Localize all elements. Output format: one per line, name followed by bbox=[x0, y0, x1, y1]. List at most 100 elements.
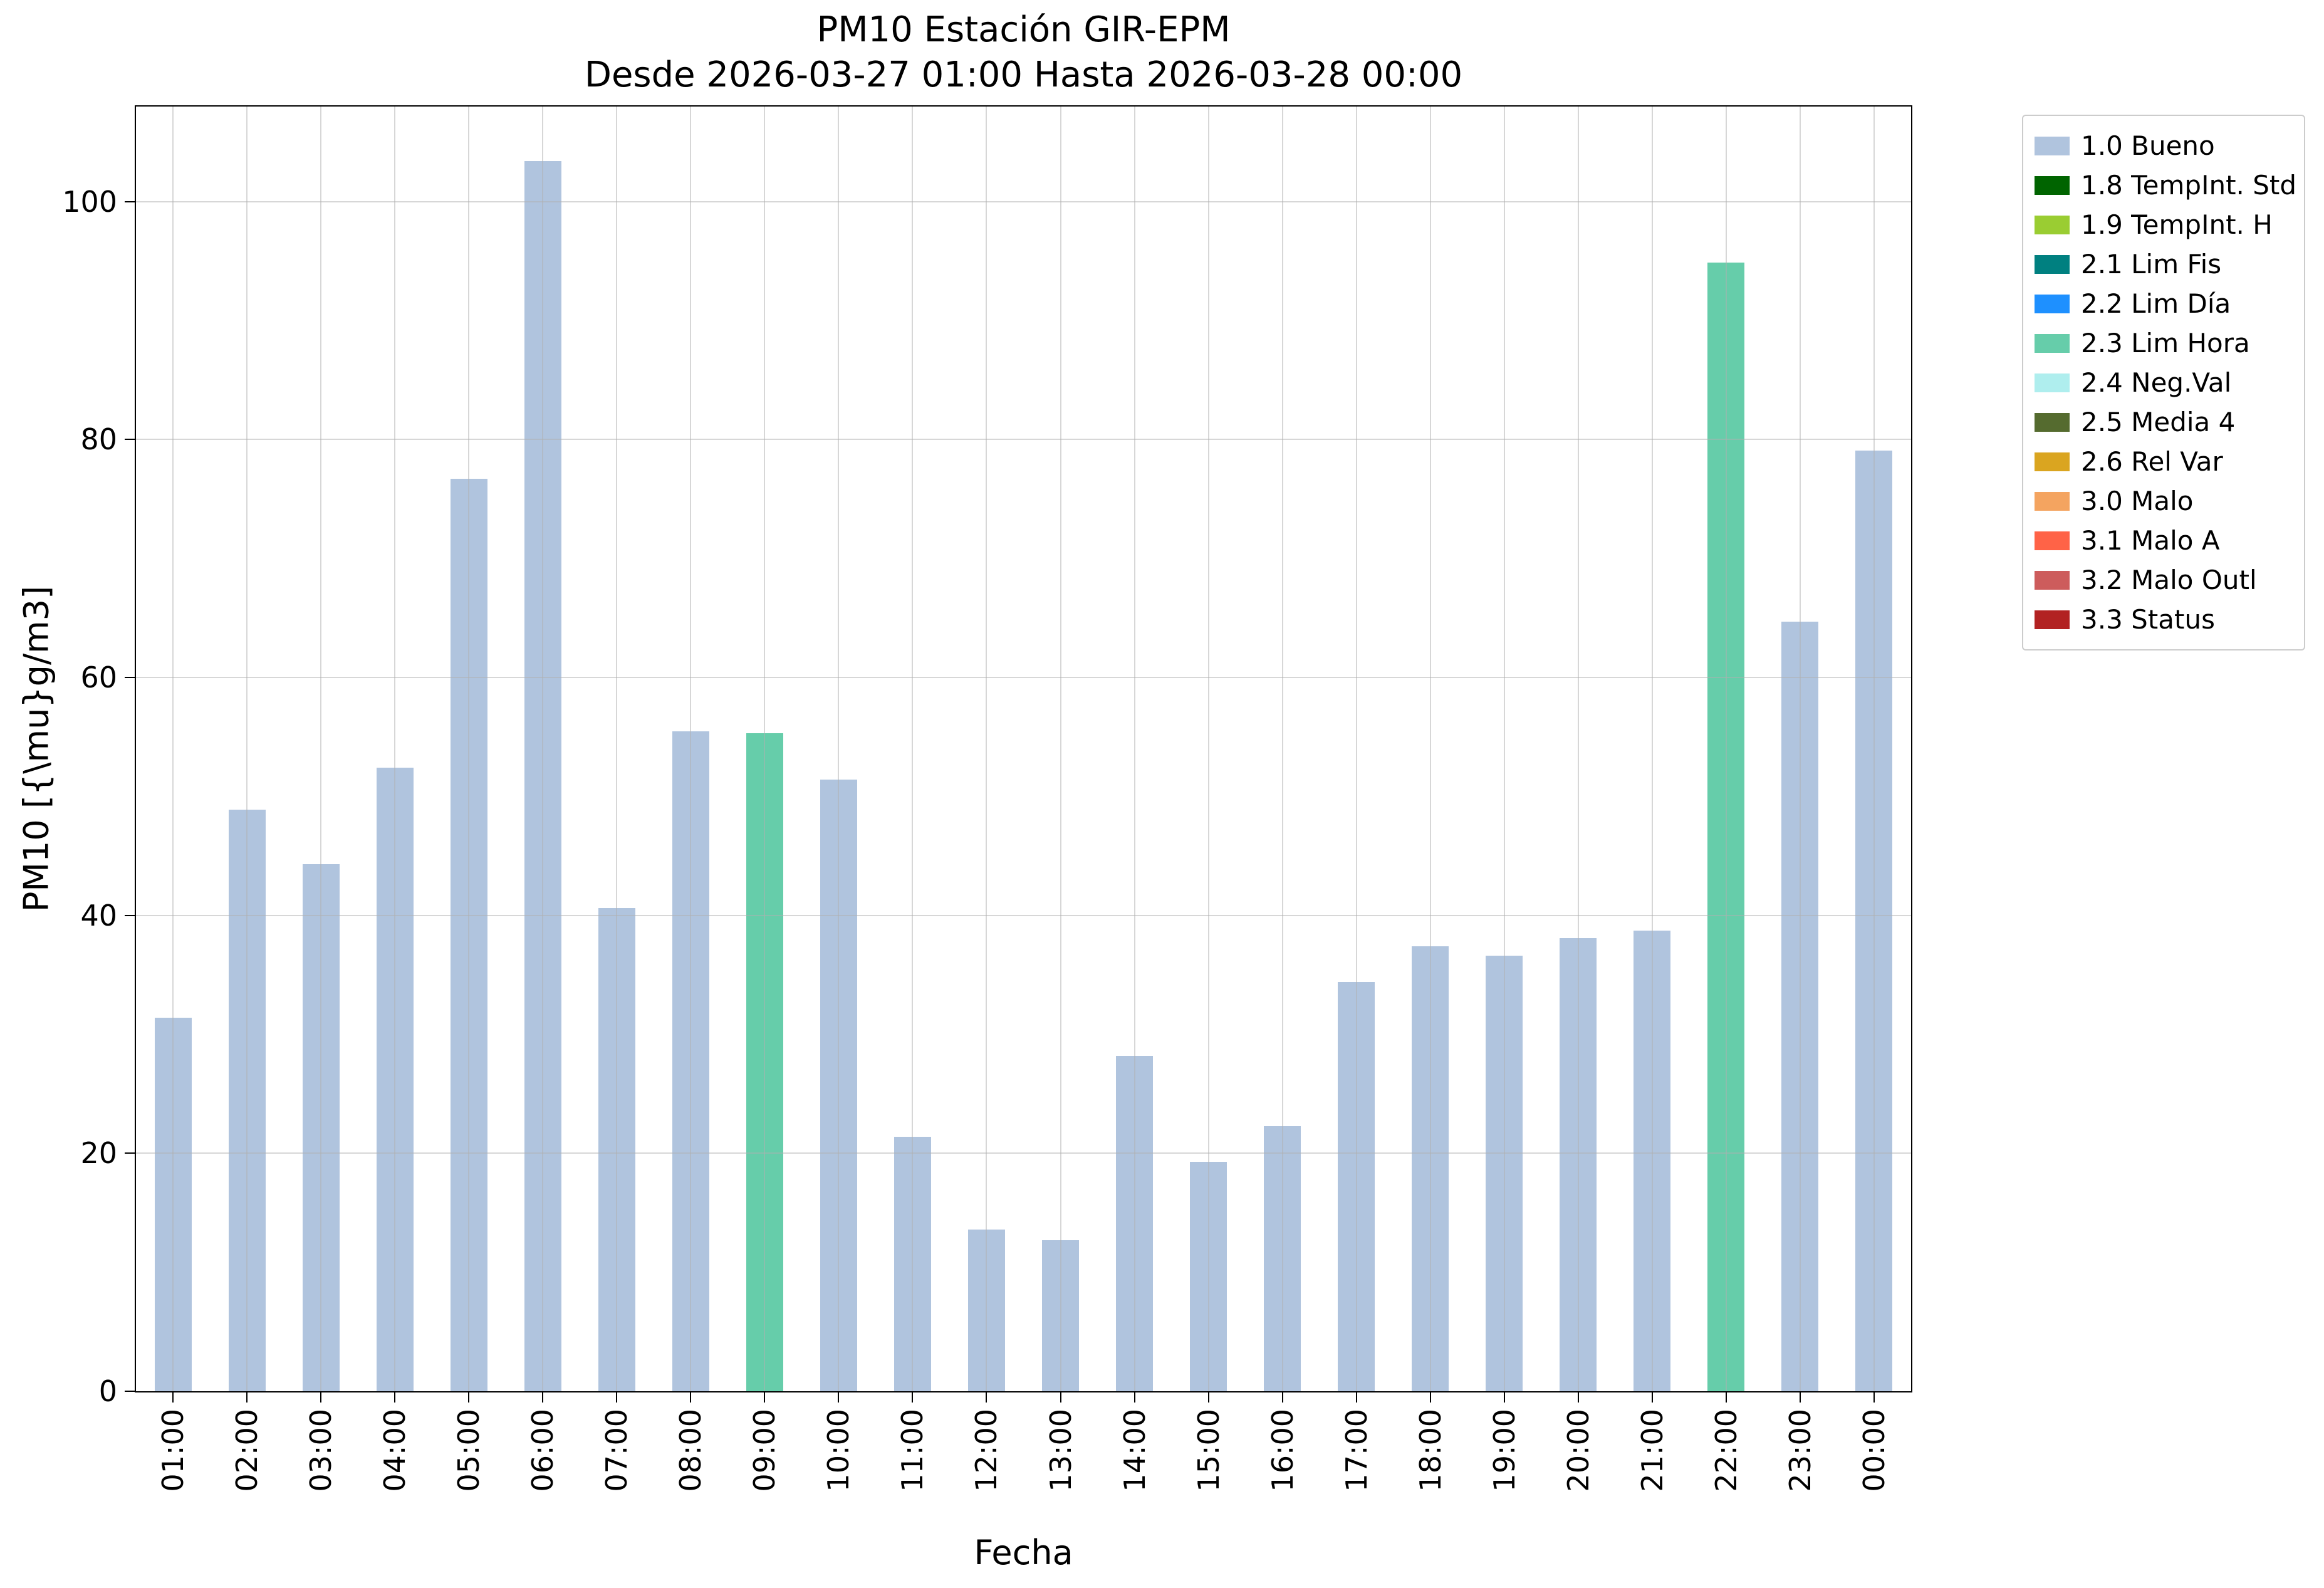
y-tick-mark bbox=[125, 1152, 135, 1154]
legend-label: 2.6 Rel Var bbox=[2081, 446, 2223, 477]
legend-item: 2.1 Lim Fis bbox=[2035, 244, 2293, 284]
gridline-vertical bbox=[838, 107, 840, 1391]
gridline-vertical bbox=[1281, 107, 1283, 1391]
x-tick-mark bbox=[1429, 1392, 1431, 1403]
x-tick-label: 18:00 bbox=[1413, 1409, 1447, 1492]
legend-label: 3.1 Malo A bbox=[2081, 525, 2220, 556]
x-tick-mark bbox=[1651, 1392, 1653, 1403]
y-tick-mark bbox=[125, 677, 135, 679]
legend-label: 1.8 TempInt. Std bbox=[2081, 170, 2297, 201]
gridline-vertical bbox=[986, 107, 987, 1391]
x-tick-label: 08:00 bbox=[674, 1409, 708, 1492]
legend-item: 2.4 Neg.Val bbox=[2035, 363, 2293, 402]
x-tick-label: 15:00 bbox=[1191, 1409, 1226, 1492]
legend-swatch bbox=[2035, 294, 2070, 313]
chart-title-line1: PM10 Estación GIR-EPM bbox=[816, 9, 1231, 50]
y-tick-label: 0 bbox=[98, 1374, 117, 1408]
x-tick-mark bbox=[690, 1392, 692, 1403]
legend-swatch bbox=[2035, 412, 2070, 432]
x-tick-label: 23:00 bbox=[1783, 1409, 1817, 1492]
gridline-vertical bbox=[690, 107, 692, 1391]
y-tick-mark bbox=[125, 1391, 135, 1392]
legend-label: 2.2 Lim Día bbox=[2081, 288, 2231, 319]
legend-label: 2.1 Lim Fis bbox=[2081, 249, 2222, 279]
gridline-vertical bbox=[246, 107, 248, 1391]
x-tick-label: 07:00 bbox=[600, 1409, 634, 1492]
chart-title: PM10 Estación GIR-EPM Desde 2026-03-27 0… bbox=[135, 8, 1912, 98]
x-tick-mark bbox=[1577, 1392, 1579, 1403]
gridline-vertical bbox=[542, 107, 544, 1391]
legend-item: 2.6 Rel Var bbox=[2035, 442, 2293, 481]
x-tick-label: 00:00 bbox=[1857, 1409, 1891, 1492]
plot-area bbox=[135, 105, 1912, 1392]
legend-swatch bbox=[2035, 491, 2070, 511]
x-tick-label: 09:00 bbox=[748, 1409, 782, 1492]
x-tick-mark bbox=[1799, 1392, 1801, 1403]
gridline-vertical bbox=[1873, 107, 1875, 1391]
legend-swatch bbox=[2035, 531, 2070, 550]
x-tick-mark bbox=[394, 1392, 396, 1403]
gridline-vertical bbox=[1060, 107, 1061, 1391]
x-tick-label: 06:00 bbox=[526, 1409, 560, 1492]
gridline-vertical bbox=[616, 107, 618, 1391]
x-tick-label: 03:00 bbox=[304, 1409, 338, 1492]
x-tick-mark bbox=[1060, 1392, 1061, 1403]
gridline-horizontal bbox=[136, 677, 1911, 679]
x-tick-mark bbox=[246, 1392, 248, 1403]
gridline-horizontal bbox=[136, 1152, 1911, 1154]
legend-label: 3.3 Status bbox=[2081, 604, 2215, 635]
x-tick-mark bbox=[986, 1392, 987, 1403]
x-tick-label: 22:00 bbox=[1709, 1409, 1743, 1492]
x-tick-mark bbox=[912, 1392, 914, 1403]
gridline-horizontal bbox=[136, 439, 1911, 441]
legend-label: 2.4 Neg.Val bbox=[2081, 367, 2232, 398]
gridline-vertical bbox=[1799, 107, 1801, 1391]
x-tick-label: 14:00 bbox=[1117, 1409, 1152, 1492]
gridline-horizontal bbox=[136, 201, 1911, 202]
legend-swatch bbox=[2035, 215, 2070, 234]
gridline-vertical bbox=[1577, 107, 1579, 1391]
x-tick-label: 04:00 bbox=[378, 1409, 412, 1492]
x-tick-label: 05:00 bbox=[452, 1409, 486, 1492]
gridline-vertical bbox=[172, 107, 174, 1391]
legend-label: 3.0 Malo bbox=[2081, 486, 2194, 516]
legend-item: 2.5 Media 4 bbox=[2035, 402, 2293, 442]
legend-item: 3.2 Malo Outl bbox=[2035, 560, 2293, 600]
gridline-vertical bbox=[1503, 107, 1505, 1391]
y-tick-mark bbox=[125, 201, 135, 202]
x-tick-mark bbox=[542, 1392, 544, 1403]
x-axis-label: Fecha bbox=[974, 1533, 1073, 1572]
y-tick-mark bbox=[125, 914, 135, 916]
legend-item: 3.1 Malo A bbox=[2035, 521, 2293, 560]
x-tick-mark bbox=[1725, 1392, 1727, 1403]
legend-item: 2.3 Lim Hora bbox=[2035, 323, 2293, 363]
y-axis-label-text: PM10 [{\mu}g/m3] bbox=[16, 585, 56, 912]
legend-item: 3.3 Status bbox=[2035, 600, 2293, 639]
gridline-vertical bbox=[468, 107, 470, 1391]
x-tick-mark bbox=[764, 1392, 766, 1403]
legend-label: 2.3 Lim Hora bbox=[2081, 328, 2250, 358]
y-tick-label: 20 bbox=[80, 1136, 117, 1171]
legend-swatch bbox=[2035, 570, 2070, 590]
y-tick-label: 80 bbox=[80, 422, 117, 457]
x-tick-label: 11:00 bbox=[895, 1409, 930, 1492]
x-tick-mark bbox=[838, 1392, 840, 1403]
y-tick-mark bbox=[125, 439, 135, 441]
chart-title-line2: Desde 2026-03-27 01:00 Hasta 2026-03-28 … bbox=[584, 55, 1463, 95]
x-tick-label: 19:00 bbox=[1487, 1409, 1521, 1492]
legend-item: 1.9 TempInt. H bbox=[2035, 205, 2293, 244]
x-tick-label: 17:00 bbox=[1339, 1409, 1373, 1492]
y-tick-label: 40 bbox=[80, 898, 117, 932]
x-tick-label: 12:00 bbox=[969, 1409, 1004, 1492]
legend-item: 3.0 Malo bbox=[2035, 481, 2293, 521]
legend-swatch bbox=[2035, 136, 2070, 155]
gridline-vertical bbox=[1133, 107, 1135, 1391]
gridline-vertical bbox=[764, 107, 766, 1391]
legend-label: 3.2 Malo Outl bbox=[2081, 565, 2257, 595]
legend-swatch bbox=[2035, 373, 2070, 392]
legend-label: 2.5 Media 4 bbox=[2081, 407, 2236, 437]
x-tick-mark bbox=[1207, 1392, 1209, 1403]
x-tick-mark bbox=[1355, 1392, 1357, 1403]
legend-item: 2.2 Lim Día bbox=[2035, 284, 2293, 323]
